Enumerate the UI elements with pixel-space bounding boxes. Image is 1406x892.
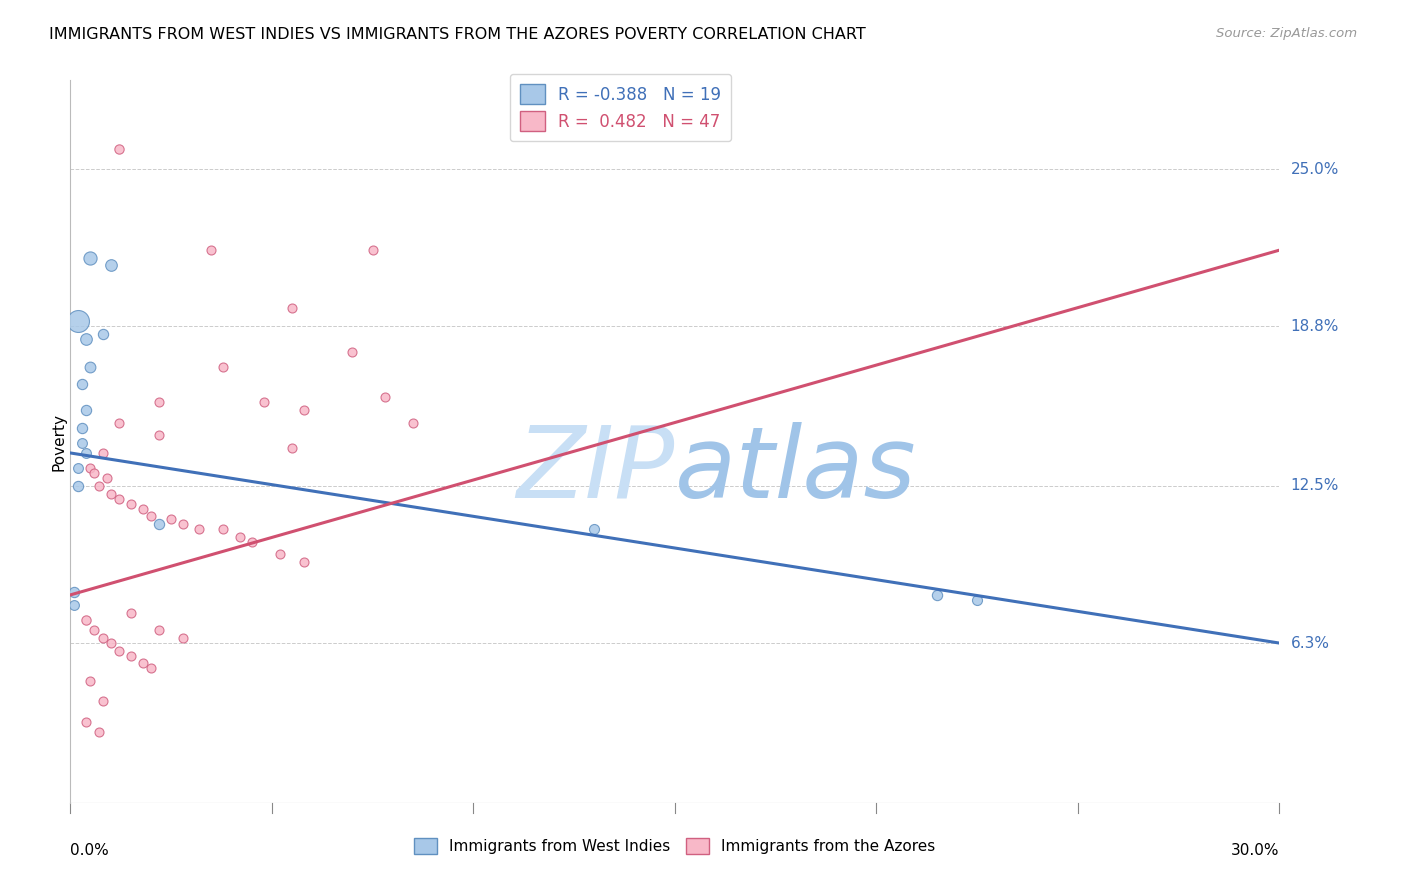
Point [100, 486, 122, 500]
Point [148, 395, 170, 409]
Text: 30.0%: 30.0% [1232, 843, 1279, 857]
Point [79, 674, 101, 689]
Point [188, 522, 211, 536]
Point [342, 344, 364, 359]
Point [72, 420, 94, 434]
Point [75, 714, 97, 729]
Point [583, 522, 606, 536]
Point [374, 390, 396, 404]
Point [100, 258, 122, 272]
Point [292, 555, 315, 569]
Point [107, 643, 129, 657]
Point [966, 593, 988, 607]
Point [281, 441, 304, 455]
Point [132, 657, 155, 671]
Point [132, 501, 155, 516]
Text: 12.5%: 12.5% [1291, 478, 1339, 493]
Point [75, 402, 97, 417]
Point [269, 547, 291, 561]
Point [172, 631, 194, 645]
Point [212, 359, 235, 374]
Point [79, 461, 101, 475]
Point [120, 606, 142, 620]
Point [100, 636, 122, 650]
Text: 25.0%: 25.0% [1291, 161, 1339, 177]
Point [91, 631, 114, 645]
Point [87, 479, 110, 493]
Text: 0.0%: 0.0% [70, 843, 110, 857]
Point [83, 467, 105, 481]
Text: atlas: atlas [675, 422, 917, 519]
Point [200, 243, 222, 257]
Point [107, 416, 129, 430]
Point [83, 624, 105, 638]
Point [75, 613, 97, 627]
Point [139, 509, 162, 524]
Point [91, 446, 114, 460]
Point [63, 598, 86, 612]
Point [148, 624, 170, 638]
Point [91, 694, 114, 708]
Point [67, 479, 90, 493]
Point [120, 497, 142, 511]
Text: 6.3%: 6.3% [1291, 636, 1330, 650]
Point [87, 724, 110, 739]
Point [72, 435, 94, 450]
Point [139, 661, 162, 675]
Text: ZIP: ZIP [516, 422, 675, 519]
Point [172, 516, 194, 531]
Point [91, 326, 114, 341]
Point [402, 416, 425, 430]
Point [67, 461, 90, 475]
Point [67, 314, 90, 328]
Point [96, 471, 118, 485]
Y-axis label: Poverty: Poverty [52, 412, 66, 471]
Point [281, 301, 304, 316]
Point [107, 142, 129, 156]
Point [160, 512, 183, 526]
Text: 18.8%: 18.8% [1291, 318, 1339, 334]
Point [925, 588, 948, 602]
Point [79, 359, 101, 374]
Text: Source: ZipAtlas.com: Source: ZipAtlas.com [1216, 27, 1357, 40]
Point [292, 402, 315, 417]
Legend: Immigrants from West Indies, Immigrants from the Azores: Immigrants from West Indies, Immigrants … [408, 832, 942, 860]
Point [212, 522, 235, 536]
Point [148, 428, 170, 442]
Point [72, 377, 94, 392]
Point [63, 585, 86, 599]
Point [75, 332, 97, 346]
Point [79, 251, 101, 265]
Point [120, 648, 142, 663]
Point [253, 395, 276, 409]
Point [228, 530, 250, 544]
Point [361, 243, 384, 257]
Point [107, 491, 129, 506]
Point [75, 446, 97, 460]
Text: IMMIGRANTS FROM WEST INDIES VS IMMIGRANTS FROM THE AZORES POVERTY CORRELATION CH: IMMIGRANTS FROM WEST INDIES VS IMMIGRANT… [49, 27, 866, 42]
Point [148, 516, 170, 531]
Point [240, 534, 263, 549]
